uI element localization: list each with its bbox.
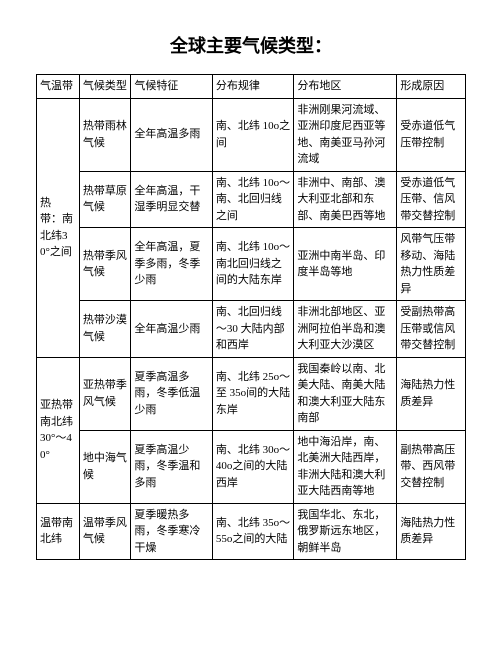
climate-table: 气温带气候类型气候特征分布规律分布地区形成原因热 带：南北纬30°之间热带雨林气… <box>36 74 466 560</box>
cell-feature: 全年高温多雨 <box>131 98 213 171</box>
column-header: 分布地区 <box>294 75 397 99</box>
cell-cause: 海陆热力性质差异 <box>397 503 466 560</box>
cell-region: 非洲刚果河流域、亚洲印度尼西亚等地、南美亚马孙河流域 <box>294 98 397 171</box>
cell-region: 非洲北部地区、亚洲阿拉伯半岛和澳大利亚大沙漠区 <box>294 301 397 358</box>
cell-cause: 受赤道低气压带、信风带交替控制 <box>397 171 466 228</box>
cell-cause: 受副热带高压带或信风带交替控制 <box>397 301 466 358</box>
cell-region: 我国华北、东北，俄罗斯远东地区，朝鲜半岛 <box>294 503 397 560</box>
cell-distribution: 南、北纬 10o～南北回归线之间的大陆东岸 <box>212 228 294 301</box>
cell-region: 非洲中、南部、澳大利亚北部和东部、南美巴西等地 <box>294 171 397 228</box>
zone-cell: 亚热带南北纬30°～40° <box>37 357 80 503</box>
cell-type: 热带沙漠气候 <box>79 301 130 358</box>
cell-cause: 受赤道低气压带控制 <box>397 98 466 171</box>
cell-distribution: 南、北纬 35o～55o之间的大陆 <box>212 503 294 560</box>
cell-region: 亚洲中南半岛、印度半岛等地 <box>294 228 397 301</box>
cell-cause: 风带气压带移动、海陆热力性质差异 <box>397 228 466 301</box>
cell-feature: 全年高温，干湿季明显交替 <box>131 171 213 228</box>
cell-feature: 全年高温，夏季多雨，冬季少雨 <box>131 228 213 301</box>
cell-cause: 海陆热力性质差异 <box>397 357 466 430</box>
cell-distribution: 南、北纬 10o～南、北回归线之间 <box>212 171 294 228</box>
cell-distribution: 南、北纬 30o～40o之间的大陆西岸 <box>212 430 294 503</box>
cell-type: 热带草原气候 <box>79 171 130 228</box>
zone-cell: 热 带：南北纬30°之间 <box>37 98 80 357</box>
page-title: 全球主要气候类型： <box>36 32 466 58</box>
column-header: 形成原因 <box>397 75 466 99</box>
cell-type: 热带季风气候 <box>79 228 130 301</box>
zone-cell: 温带南北纬 <box>37 503 80 560</box>
column-header: 气候类型 <box>79 75 130 99</box>
cell-feature: 夏季高温少雨，冬季温和多雨 <box>131 430 213 503</box>
cell-distribution: 南、北纬 25o～至 35o间的大陆东岸 <box>212 357 294 430</box>
cell-feature: 全年高温少雨 <box>131 301 213 358</box>
cell-type: 热带雨林气候 <box>79 98 130 171</box>
column-header: 气温带 <box>37 75 80 99</box>
cell-type: 亚热带季风气候 <box>79 357 130 430</box>
cell-cause: 副热带高压带、西风带交替控制 <box>397 430 466 503</box>
column-header: 气候特征 <box>131 75 213 99</box>
cell-region: 地中海沿岸，南、北美洲大陆西岸，非洲大陆和澳大利亚大陆西南等地 <box>294 430 397 503</box>
cell-region: 我国秦岭以南、北美大陆、南美大陆和澳大利亚大陆东南部 <box>294 357 397 430</box>
cell-type: 地中海气候 <box>79 430 130 503</box>
column-header: 分布规律 <box>212 75 294 99</box>
cell-distribution: 南、北纬 10o之间 <box>212 98 294 171</box>
cell-type: 温带季风气候 <box>79 503 130 560</box>
cell-feature: 夏季暖热多雨，冬季寒冷干燥 <box>131 503 213 560</box>
cell-feature: 夏季高温多雨，冬季低温少雨 <box>131 357 213 430</box>
cell-distribution: 南、北回归线～30 大陆内部和西岸 <box>212 301 294 358</box>
